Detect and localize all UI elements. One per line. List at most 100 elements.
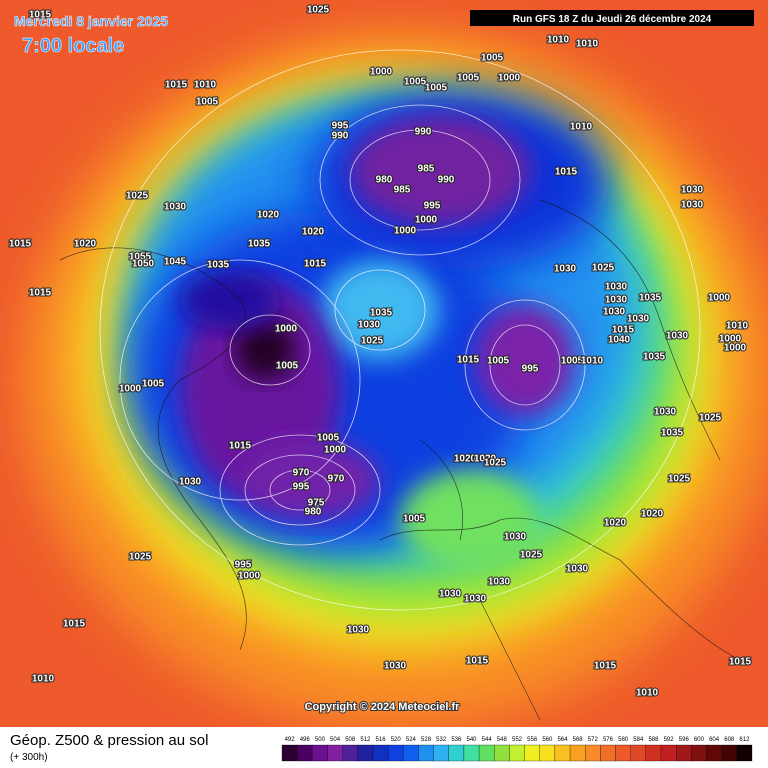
legend-label: 592 <box>664 737 675 743</box>
pressure-label: 1015 <box>457 355 480 366</box>
pressure-label: 1025 <box>668 474 691 485</box>
forecast-time: 7:00 locale <box>22 35 124 57</box>
legend-swatch <box>721 744 737 762</box>
geopotential-field <box>0 0 768 730</box>
pressure-label: 1030 <box>681 185 704 196</box>
legend-label: 580 <box>618 737 629 743</box>
legend-label: 492 <box>285 737 296 743</box>
pressure-label: 1030 <box>605 282 628 293</box>
legend-swatch <box>524 744 540 762</box>
legend-swatch <box>554 744 571 762</box>
pressure-label: 990 <box>438 175 455 186</box>
pressure-label: 975 <box>308 498 325 509</box>
pressure-label: 1020 <box>474 454 497 465</box>
pressure-label: 1015 <box>466 656 489 667</box>
pressure-label: 1025 <box>592 263 615 274</box>
pressure-label: 1025 <box>484 458 507 469</box>
pressure-label: 1020 <box>454 454 477 465</box>
pressure-label: 1005 <box>142 379 165 390</box>
legend-label: 520 <box>391 737 402 743</box>
pressure-label: 1015 <box>555 167 578 178</box>
pressure-label: 1025 <box>307 5 330 16</box>
legend-label: 548 <box>497 737 508 743</box>
pressure-label: 1000 <box>324 445 347 456</box>
pressure-label: 1030 <box>488 577 511 588</box>
pressure-label: 1005 <box>276 361 299 372</box>
run-banner <box>470 10 754 26</box>
legend-label: 604 <box>709 737 720 743</box>
pressure-label: 1010 <box>570 122 593 133</box>
pressure-label: 995 <box>235 560 252 571</box>
legend-swatch <box>539 744 556 762</box>
legend-label: 588 <box>648 737 659 743</box>
legend-label: 556 <box>527 737 538 743</box>
pressure-label: 1005 <box>317 433 340 444</box>
legend-label: 572 <box>588 737 599 743</box>
pressure-label: 1030 <box>164 202 187 213</box>
product-lead: (+ 300h) <box>10 752 48 763</box>
pressure-label: 1015 <box>304 259 327 270</box>
legend-swatch <box>706 744 722 762</box>
legend-label: 600 <box>694 737 705 743</box>
pressure-label: 1030 <box>605 295 628 306</box>
pressure-label: 1035 <box>661 428 684 439</box>
pressure-label: 1025 <box>699 413 722 424</box>
pressure-label: 1015 <box>165 80 188 91</box>
legend-swatch <box>418 744 434 762</box>
pressure-label: 1030 <box>681 200 704 211</box>
pressure-label: 1000 <box>370 67 393 78</box>
legend-swatch <box>494 744 510 762</box>
legend-label: 552 <box>512 737 523 743</box>
legend-swatch <box>645 744 662 762</box>
legend-swatch <box>585 744 601 762</box>
pressure-label: 990 <box>332 131 349 142</box>
pressure-label: 1035 <box>639 293 662 304</box>
pressure-label: 1030 <box>603 307 626 318</box>
pressure-label: 1000 <box>719 334 742 345</box>
legend-label: 568 <box>573 737 584 743</box>
pressure-label: 1030 <box>566 564 589 575</box>
product-title: Géop. Z500 & pression au sol <box>10 732 208 749</box>
pressure-label: 1020 <box>641 509 664 520</box>
pressure-label: 985 <box>418 164 435 175</box>
pressure-label: 1035 <box>207 260 230 271</box>
pressure-label: 1015 <box>729 657 752 668</box>
legend-swatch <box>676 744 692 762</box>
legend-label: 496 <box>300 737 311 743</box>
legend-label: 596 <box>679 737 690 743</box>
pressure-label: 970 <box>328 474 345 485</box>
pressure-label: 1015 <box>612 325 635 336</box>
pressure-label: 1030 <box>504 532 527 543</box>
pressure-label: 1005 <box>404 77 427 88</box>
legend-swatch <box>372 744 389 762</box>
legend-swatch <box>463 744 480 762</box>
pressure-label: 1030 <box>464 594 487 605</box>
legend-label: 532 <box>436 737 447 743</box>
legend-swatch <box>569 744 586 762</box>
pressure-label: 1000 <box>498 73 521 84</box>
pressure-label: 1025 <box>126 191 149 202</box>
legend-label: 536 <box>451 737 462 743</box>
pressure-label: 1000 <box>275 324 298 335</box>
pressure-label: 1030 <box>654 407 677 418</box>
color-legend: 492 496 500 504 508 512 516 520 524 528 532 536 540 5… <box>281 737 753 762</box>
legend-label: 544 <box>482 737 493 743</box>
pressure-label: 995 <box>293 482 310 493</box>
pressure-label: 1045 <box>164 257 187 268</box>
legend-label: 560 <box>542 737 553 743</box>
pressure-label: 1015 <box>594 661 617 672</box>
forecast-date: Mercredi 8 janvier 2025 <box>14 13 168 29</box>
legend-label: 500 <box>315 737 326 743</box>
pressure-label: 1055 <box>129 252 152 263</box>
pressure-label: 1030 <box>347 625 370 636</box>
legend-swatch <box>312 744 328 762</box>
pressure-label: 1040 <box>608 335 631 346</box>
pressure-label: 1000 <box>119 384 142 395</box>
pressure-label: 1005 <box>561 356 584 367</box>
pressure-label: 995 <box>424 201 441 212</box>
pressure-label: 1035 <box>370 308 393 319</box>
legend-swatch <box>478 744 495 762</box>
pressure-label: 985 <box>394 185 411 196</box>
